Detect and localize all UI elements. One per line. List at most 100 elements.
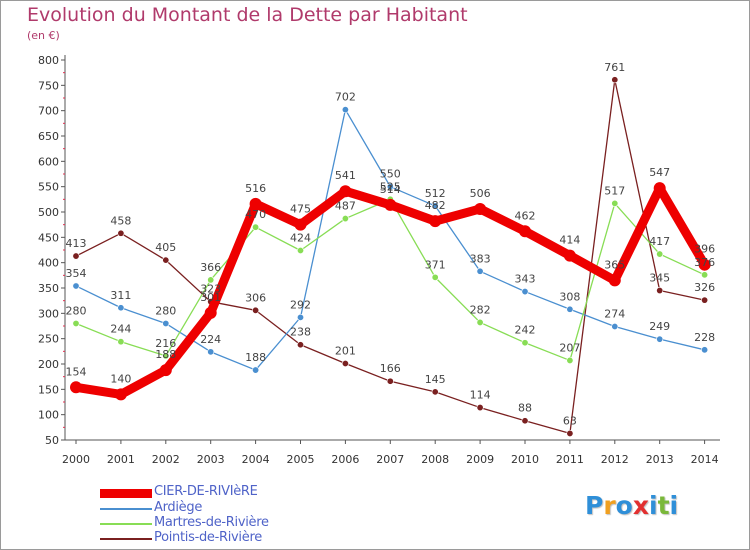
legend-swatch [100, 538, 152, 540]
data-label: 547 [649, 166, 670, 179]
data-point [566, 305, 574, 313]
data-point [72, 282, 80, 290]
legend-swatch [100, 523, 152, 525]
data-label: 458 [110, 214, 131, 227]
data-point [429, 215, 442, 228]
x-tick-label: 2010 [511, 453, 539, 466]
x-tick-label: 2000 [62, 453, 90, 466]
data-point [611, 76, 619, 84]
data-label: 311 [110, 289, 131, 302]
data-point [384, 198, 397, 211]
data-point [162, 319, 170, 327]
data-point [474, 202, 487, 215]
data-point [656, 335, 664, 343]
data-point [207, 276, 215, 284]
x-tick-label: 2011 [556, 453, 584, 466]
data-point [296, 247, 304, 255]
data-point [608, 274, 621, 287]
data-point [296, 313, 304, 321]
chart-subtitle: (en €) [27, 29, 60, 42]
data-point [566, 356, 574, 364]
y-tick-label: 100 [38, 409, 59, 422]
data-label: 343 [515, 273, 536, 286]
data-label: 516 [245, 182, 266, 195]
y-tick-label: 600 [38, 155, 59, 168]
x-tick-label: 2001 [107, 453, 135, 466]
data-label: 274 [604, 308, 625, 321]
data-label: 541 [335, 169, 356, 182]
proxiti-logo: Proxiti [585, 491, 678, 520]
x-tick-label: 2007 [376, 453, 404, 466]
y-tick-label: 750 [38, 79, 59, 92]
y-tick-label: 650 [38, 130, 59, 143]
data-label: 525 [380, 180, 401, 193]
data-label: 280 [155, 304, 176, 317]
data-point [341, 359, 349, 367]
data-point [207, 348, 215, 356]
data-point [519, 225, 531, 238]
data-point [252, 306, 260, 314]
data-label: 514 [380, 183, 401, 196]
data-point [521, 339, 529, 347]
data-label: 207 [559, 341, 580, 354]
data-point [431, 202, 439, 210]
data-point [563, 249, 576, 262]
y-tick-label: 500 [38, 206, 59, 219]
logo-letter: t [657, 491, 670, 520]
data-label: 154 [66, 365, 87, 378]
data-point [431, 388, 439, 396]
data-point [162, 256, 170, 264]
x-tick-label: 2009 [466, 453, 494, 466]
x-tick-label: 2006 [331, 453, 359, 466]
data-point [656, 250, 664, 258]
data-label: 244 [110, 323, 131, 336]
data-label: 242 [515, 324, 536, 337]
data-label: 63 [563, 414, 577, 427]
data-label: 188 [155, 348, 176, 361]
data-point [341, 106, 349, 114]
data-point [339, 185, 352, 198]
data-label: 238 [290, 326, 311, 339]
data-point [294, 218, 307, 231]
data-label: 216 [155, 337, 176, 350]
data-point [701, 296, 709, 304]
data-label: 383 [470, 252, 491, 265]
data-point [204, 306, 217, 319]
y-tick-label: 250 [38, 333, 59, 346]
data-label: 487 [335, 200, 356, 213]
data-point [341, 215, 349, 223]
data-label: 424 [290, 232, 311, 245]
data-point [701, 346, 709, 354]
data-label: 140 [110, 372, 131, 385]
data-point [117, 304, 125, 312]
data-label: 280 [66, 304, 87, 317]
data-point [653, 182, 666, 195]
x-tick-label: 2003 [197, 453, 225, 466]
data-point [521, 417, 529, 425]
data-label: 470 [245, 208, 266, 221]
x-tick-label: 2002 [152, 453, 180, 466]
data-label: 292 [290, 298, 311, 311]
data-label: 326 [694, 281, 715, 294]
legend-label: Martres-de-Rivière [154, 515, 269, 530]
data-point [252, 366, 260, 374]
y-tick-label: 400 [38, 257, 59, 270]
data-point [431, 273, 439, 281]
data-label: 228 [694, 331, 715, 344]
data-label: 475 [290, 203, 311, 216]
series-line [75, 109, 706, 371]
data-point [566, 429, 574, 437]
data-point [611, 199, 619, 207]
data-label: 224 [200, 333, 221, 346]
x-tick-label: 2004 [242, 453, 270, 466]
data-point [701, 271, 709, 279]
data-point [611, 323, 619, 331]
data-point [159, 364, 172, 377]
x-tick-label: 2013 [646, 453, 674, 466]
data-label: 365 [604, 258, 625, 271]
logo-letter: i [669, 491, 679, 520]
data-point [476, 267, 484, 275]
data-point [70, 381, 82, 394]
data-label: 462 [515, 209, 536, 222]
